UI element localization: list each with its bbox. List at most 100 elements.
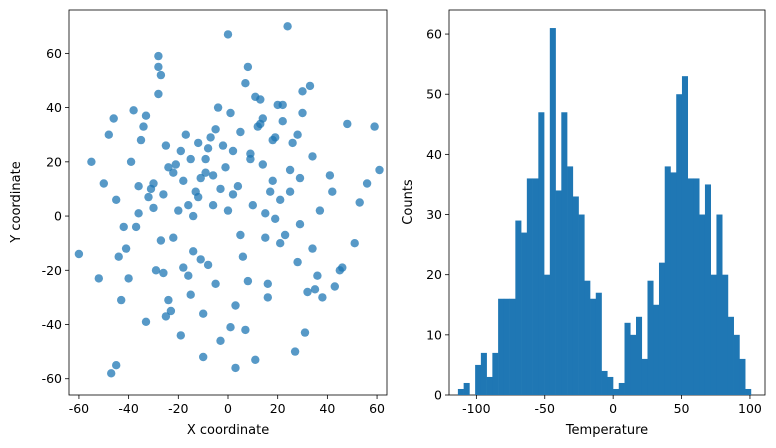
scatter-x-axis-label: X coordinate <box>187 423 269 438</box>
histogram-x-tick-label: 0 <box>609 401 617 416</box>
histogram-x-axis-label: Temperature <box>565 423 648 438</box>
scatter-point <box>276 195 285 204</box>
scatter-point <box>241 325 250 335</box>
scatter-point <box>109 114 118 123</box>
scatter-point <box>221 163 230 172</box>
histogram-bar <box>526 178 533 395</box>
scatter-point <box>335 266 344 275</box>
histogram-bar <box>624 322 631 395</box>
scatter-point <box>196 173 205 183</box>
scatter-x-ticks: -60 -40 -20 0 20 40 60 <box>69 395 385 416</box>
histogram-bar <box>463 382 470 395</box>
histogram-bar <box>475 364 482 395</box>
scatter-x-tick-label: -40 <box>118 401 138 416</box>
scatter-point <box>278 117 287 126</box>
scatter-point <box>156 236 166 245</box>
scatter-point <box>174 206 183 215</box>
histogram-bar <box>716 214 723 395</box>
scatter-point <box>151 266 161 275</box>
histogram-y-axis-label: Counts <box>401 179 416 225</box>
scatter-point <box>117 295 126 305</box>
scatter-point <box>258 160 267 169</box>
scatter-point <box>184 201 193 210</box>
scatter-point <box>211 125 220 134</box>
scatter-point <box>119 222 128 232</box>
scatter-point <box>305 81 315 91</box>
scatter-point <box>184 271 193 280</box>
scatter-point <box>241 79 250 88</box>
histogram-y-tick-label: 0 <box>434 388 442 403</box>
scatter-point <box>231 301 240 310</box>
histogram-bar <box>532 178 539 395</box>
scatter-point <box>203 260 213 270</box>
scatter-point <box>156 70 166 80</box>
scatter-point <box>330 282 339 291</box>
histogram-bar <box>710 274 717 395</box>
scatter-point <box>146 184 156 194</box>
histogram-bar <box>693 178 700 395</box>
scatter-point <box>375 165 384 175</box>
histogram-bar <box>578 214 585 395</box>
histogram-bar <box>521 232 528 395</box>
scatter-point <box>290 347 300 356</box>
scatter-point <box>298 87 307 96</box>
histogram-bar <box>457 388 464 395</box>
scatter-point <box>233 182 243 191</box>
scatter-point <box>176 331 185 340</box>
scatter-point <box>285 165 295 175</box>
histogram-x-tick-label: 100 <box>738 401 762 416</box>
scatter-point <box>223 206 233 215</box>
histogram-x-tick-label: 50 <box>674 401 690 416</box>
histogram-y-tick-label: 60 <box>426 27 442 42</box>
histogram-bar <box>601 370 608 395</box>
histogram-bar <box>676 94 683 395</box>
scatter-point <box>251 355 260 364</box>
histogram-bar <box>636 316 643 395</box>
histogram-bar <box>681 76 689 396</box>
scatter-point <box>236 127 245 137</box>
scatter-x-tick-label: 20 <box>270 401 286 416</box>
histogram-bar <box>549 28 556 396</box>
scatter-point <box>74 249 84 259</box>
histogram-bar <box>664 166 671 395</box>
scatter-point <box>211 279 220 288</box>
scatter-point <box>194 192 203 202</box>
scatter-point <box>350 239 359 248</box>
scatter-point <box>189 247 198 256</box>
scatter-point <box>226 323 235 332</box>
scatter-point <box>203 144 213 153</box>
scatter-x-tick-label: 0 <box>224 401 232 416</box>
scatter-point <box>134 182 143 191</box>
scatter-point <box>315 206 325 215</box>
histogram-bar <box>538 112 545 396</box>
scatter-point <box>208 171 218 180</box>
scatter-point <box>176 146 185 156</box>
scatter-point <box>276 239 285 248</box>
scatter-point <box>285 187 295 196</box>
scatter-point <box>370 122 379 131</box>
histogram-bar <box>687 178 694 395</box>
histogram-y-tick-label: 50 <box>426 87 442 102</box>
scatter-point <box>300 328 310 337</box>
histogram-bar <box>544 274 551 395</box>
histogram-bar <box>739 358 746 395</box>
scatter-plot-area <box>68 9 388 396</box>
scatter-point <box>201 168 210 177</box>
histogram-y-tick-label: 40 <box>426 147 442 162</box>
scatter-point <box>112 361 121 370</box>
scatter-point <box>134 209 143 218</box>
scatter-point <box>310 285 320 294</box>
scatter-point <box>169 168 178 177</box>
histogram-bar <box>486 376 493 395</box>
histogram-y-tick-label: 20 <box>426 267 442 282</box>
scatter-point <box>164 295 173 305</box>
scatter-point <box>263 279 272 288</box>
scatter-point <box>228 190 238 199</box>
scatter-point <box>139 122 148 131</box>
scatter-point <box>154 89 163 99</box>
scatter-y-tick-label: -40 <box>42 317 62 332</box>
scatter-point <box>169 233 178 242</box>
scatter-point <box>288 138 297 148</box>
histogram-bar <box>653 304 660 395</box>
